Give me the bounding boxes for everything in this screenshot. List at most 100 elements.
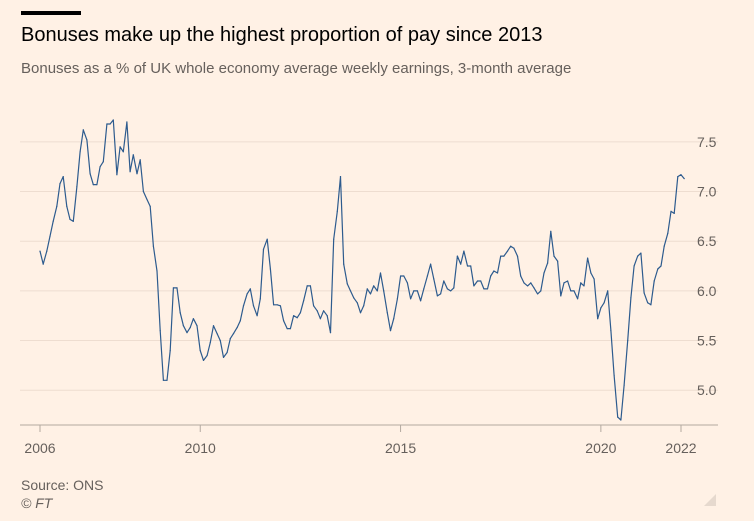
data-point [199,349,201,352]
data-point [426,275,428,277]
data-point [109,123,111,125]
data-point [236,327,238,329]
x-tick-label: 2022 [665,440,696,456]
data-point [76,186,78,188]
data-point [296,317,298,319]
data-point [560,295,562,297]
data-point [643,292,645,294]
data-point [212,325,215,327]
data-point [406,282,408,284]
data-point [663,245,665,247]
data-point [336,210,338,212]
data-point [363,305,365,307]
data-point [299,312,301,314]
source-note: Source: ONS [21,477,104,493]
data-point [473,285,475,287]
data-point [633,265,635,267]
data-point [660,265,662,267]
data-point [433,278,435,280]
data-point [252,305,255,307]
data-point [523,282,525,284]
data-point [59,183,61,185]
data-point [500,255,502,257]
data-point [56,205,58,207]
data-point [593,278,595,280]
data-point [323,310,325,312]
data-point [623,384,625,386]
data-point [246,293,248,295]
data-point [516,255,519,257]
data-point [79,151,81,153]
data-point [226,351,228,354]
data-point [169,349,171,352]
data-point [683,178,685,180]
data-point [510,245,512,247]
resize-handle-icon[interactable] [704,494,716,506]
data-point [389,330,392,332]
data-point [423,288,425,290]
data-point [96,184,98,186]
data-point [583,285,585,287]
data-point [403,275,405,277]
data-point [206,354,208,357]
data-point [316,310,318,312]
data-point [577,298,579,300]
data-point [259,298,261,300]
y-tick-label: 7.0 [697,184,717,200]
data-point [99,166,101,168]
data-point [613,374,615,376]
data-point [343,263,345,265]
data-point [309,285,311,287]
data-point [557,260,559,262]
data-point [159,330,161,332]
data-point [172,287,174,289]
data-point [527,285,529,287]
data-point [627,340,629,342]
data-point [420,300,422,302]
data-point [493,270,495,272]
data-point [239,320,241,322]
data-point [657,268,659,270]
copyright-note: © FT [21,495,53,511]
data-point [379,272,382,274]
data-point [630,297,632,299]
data-point [313,305,315,307]
data-point [667,232,669,234]
data-point [102,161,104,163]
data-point [283,320,285,322]
data-point [677,176,679,178]
data-point [66,205,68,207]
data-point [410,298,412,300]
data-point [430,263,432,265]
data-point [119,146,121,148]
data-point [567,280,569,282]
ft-top-bar [21,11,81,15]
data-point [506,250,509,252]
data-point [460,263,462,265]
y-tick-label: 5.0 [697,382,717,398]
data-point [192,318,194,320]
data-point [273,304,275,306]
data-point [49,235,51,237]
data-point [182,325,184,327]
data-point [293,315,295,317]
data-point [416,290,418,292]
gridlines [20,141,718,391]
data-point [279,305,281,307]
data-point [112,119,114,121]
data-point [266,238,268,240]
y-tick-label: 5.5 [697,333,717,349]
data-point [393,318,395,320]
data-point [46,250,48,252]
data-point [440,293,442,295]
data-point [249,288,251,290]
data-point [637,255,639,257]
data-point [446,288,448,290]
data-point [289,328,291,330]
x-tick-label: 2020 [585,440,616,456]
x-axis-tick-labels: 2006 2010 2015 2020 2022 [24,440,696,456]
data-point [69,218,71,220]
data-point [106,123,108,125]
data-point [232,333,235,335]
data-point [222,356,225,358]
